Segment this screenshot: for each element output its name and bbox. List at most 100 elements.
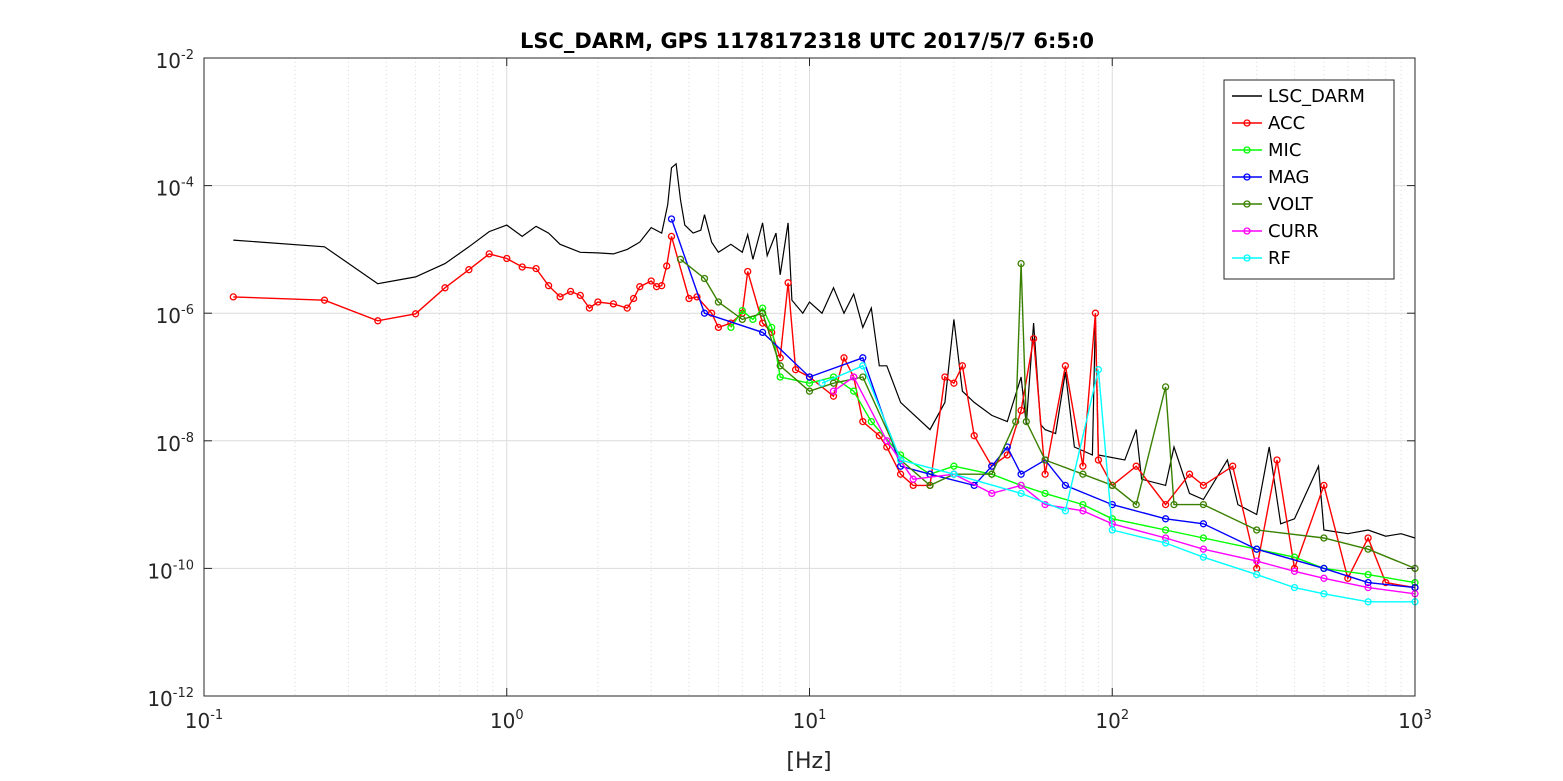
data-point [950, 379, 958, 387]
series-line-mag [670, 218, 1416, 589]
data-point [658, 282, 666, 290]
data-point [1344, 574, 1352, 582]
legend-label: CURR [1268, 221, 1319, 242]
data-point [875, 432, 883, 440]
data-point [320, 296, 329, 304]
series-line-volt [680, 258, 1416, 570]
data-point [867, 417, 875, 426]
series-line-mic [730, 306, 1416, 584]
x-tick-label: 102 [1095, 708, 1129, 733]
series-line-acc [233, 236, 1416, 589]
data-point [503, 254, 511, 263]
data-point [676, 255, 685, 263]
series-lsc_darm [233, 162, 1416, 539]
legend-item-curr: CURR [1232, 221, 1319, 242]
legend-item-mag: MAG [1232, 167, 1309, 188]
data-point [1091, 309, 1100, 317]
data-point [1161, 526, 1170, 534]
data-point [714, 298, 723, 306]
y-tick-label: 10-2 [156, 48, 194, 73]
data-point [829, 379, 838, 387]
data-point [1132, 462, 1140, 470]
data-point [1382, 578, 1390, 587]
y-tick-label: 10-8 [156, 431, 194, 456]
series-mic [727, 304, 1419, 587]
series-line-lsc_darm [233, 162, 1416, 539]
series-line-rf [821, 364, 1415, 603]
data-point [1003, 451, 1011, 459]
legend-box [1223, 79, 1395, 280]
data-point [1229, 462, 1237, 470]
data-point [805, 387, 814, 395]
data-point [1364, 598, 1372, 606]
data-point [896, 456, 905, 464]
legend-label: MIC [1268, 140, 1301, 161]
data-point [859, 354, 867, 362]
data-point [1041, 489, 1049, 498]
data-point [1364, 570, 1372, 579]
data-point [859, 362, 867, 370]
x-tick-label: 101 [793, 708, 827, 733]
legend-label: MAG [1268, 167, 1309, 188]
y-axis-ticks: 10-12 10-10 10-8 10-6 10-4 10-2 [147, 48, 1415, 711]
data-point [1017, 470, 1025, 478]
y-tick-label: 10-10 [147, 558, 194, 583]
data-point [1012, 417, 1020, 426]
data-point [229, 293, 237, 301]
legend-marker [1243, 227, 1251, 235]
data-point [663, 262, 671, 270]
data-point [829, 392, 838, 400]
data-point [1041, 456, 1049, 464]
data-point [941, 373, 949, 381]
data-point [636, 283, 644, 291]
data-point [818, 379, 826, 387]
data-point [1061, 507, 1070, 515]
data-point [1094, 366, 1103, 374]
series-curr [829, 373, 1419, 598]
data-point [609, 300, 618, 308]
data-point [1290, 583, 1299, 592]
y-tick-label: 10-12 [147, 686, 194, 711]
y-tick-label: 10-4 [156, 176, 194, 201]
data-point [744, 267, 752, 276]
data-point [1170, 500, 1178, 509]
data-point [738, 306, 746, 315]
data-point [1017, 489, 1025, 498]
data-point [1017, 259, 1025, 268]
data-point [1199, 481, 1208, 490]
data-point [1017, 406, 1025, 415]
data-point [1079, 507, 1087, 515]
data-point [518, 263, 526, 271]
chart-title: LSC_DARM, GPS 1178172318 UTC 2017/5/7 6:… [520, 29, 1094, 53]
data-point [768, 323, 776, 332]
data-point [485, 250, 493, 258]
series-acc [229, 232, 1419, 592]
x-tick-label: 10-1 [185, 708, 223, 733]
data-point [1199, 500, 1208, 509]
data-point [958, 362, 967, 370]
data-point [758, 304, 767, 312]
data-point [1199, 534, 1208, 542]
data-point [1320, 590, 1328, 598]
data-point [758, 328, 767, 337]
legend-marker [1243, 200, 1251, 208]
data-point [1253, 570, 1261, 579]
legend-item-mic: MIC [1232, 140, 1301, 161]
data-point [859, 373, 867, 381]
legend-label: ACC [1268, 113, 1305, 134]
legend-label: VOLT [1268, 194, 1314, 215]
data-point [776, 373, 784, 381]
data-point [1320, 564, 1328, 573]
data-point [727, 323, 735, 332]
data-point [700, 274, 709, 283]
legend-marker [1243, 254, 1251, 262]
data-point [1022, 417, 1030, 426]
data-point [950, 462, 958, 470]
data-point [1253, 545, 1261, 553]
data-point [594, 298, 602, 306]
data-point [576, 291, 584, 300]
data-point [1161, 383, 1170, 391]
legend: LSC_DARM ACC MIC MAG VOLT CURR RF [1223, 79, 1395, 280]
legend-marker [1243, 146, 1251, 154]
